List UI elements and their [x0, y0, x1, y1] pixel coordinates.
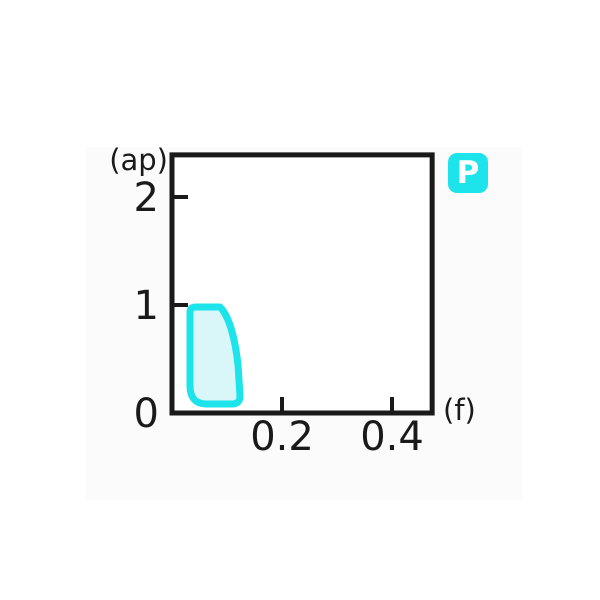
legend-badge: P: [448, 153, 488, 193]
y-axis-label: (ap): [109, 143, 168, 177]
y-tick-label: 2: [133, 175, 159, 221]
x-tick-label: 0.4: [360, 414, 424, 460]
x-axis-label: (f): [443, 393, 476, 427]
legend-badge-label: P: [456, 155, 480, 191]
region-P: [186, 303, 244, 408]
x-tick-label: 0.2: [250, 414, 314, 460]
y-tick-label: 0: [133, 391, 159, 437]
y-tick-label: 1: [133, 283, 159, 329]
